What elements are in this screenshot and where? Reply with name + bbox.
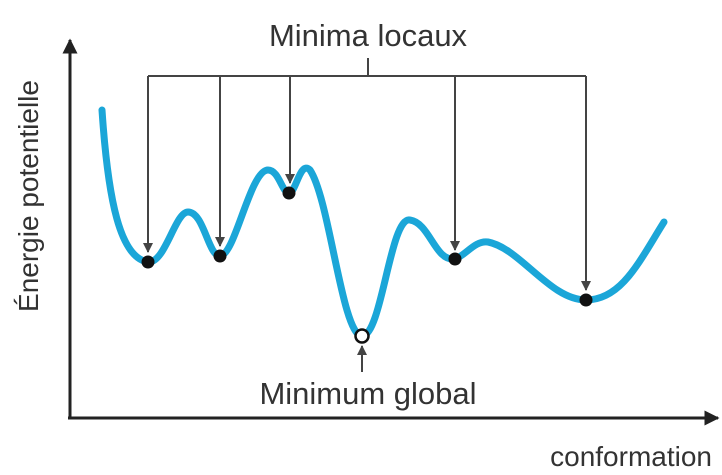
global-minimum-marker	[354, 328, 370, 344]
x-axis-label: conformation	[550, 441, 712, 472]
local-minimum-marker	[282, 186, 296, 200]
local-minimum-marker	[579, 293, 593, 307]
energy-curve	[98, 106, 668, 340]
y-axis-label: Énergie potentielle	[13, 80, 44, 312]
local-minimum-marker	[213, 249, 227, 263]
global-minimum-label: Minimum global	[259, 376, 476, 411]
local-minima-label: Minima locaux	[269, 18, 468, 53]
local-minimum-marker	[141, 255, 155, 269]
local-minimum-marker	[448, 252, 462, 266]
